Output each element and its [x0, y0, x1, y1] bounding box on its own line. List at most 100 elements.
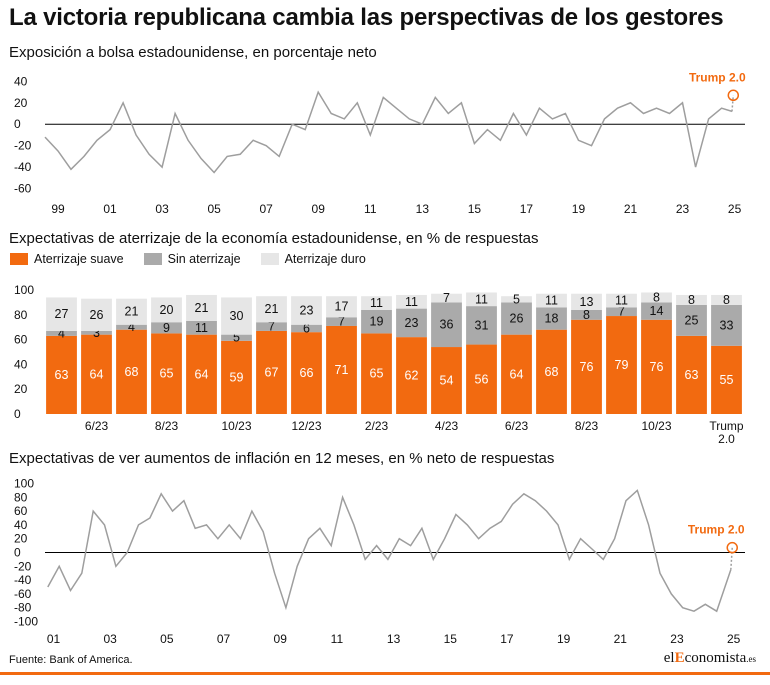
bar-data-label: 79 — [615, 358, 629, 372]
bar-segment — [46, 335, 77, 414]
x-tick-label: 21 — [624, 202, 638, 216]
bar-data-label: 14 — [650, 304, 664, 318]
bar-data-label: 54 — [440, 374, 454, 388]
bar-data-label: 5 — [513, 292, 520, 306]
x-tick-label: 17 — [520, 202, 534, 216]
bar-data-label: 11 — [370, 296, 383, 310]
y-tick-label: -20 — [14, 559, 32, 573]
bar-segment — [466, 344, 497, 414]
x-tick-label: 23 — [676, 202, 690, 216]
bar-data-label: 31 — [475, 318, 489, 332]
y-tick-label: 20 — [14, 382, 28, 396]
x-tick-label: 05 — [160, 632, 174, 646]
x-tick-label: 2/23 — [365, 419, 389, 433]
bar-data-label: 19 — [370, 315, 384, 329]
bar-segment — [256, 296, 287, 323]
bar-segment — [606, 293, 637, 308]
bar-data-label: 66 — [300, 366, 314, 380]
bar-data-label: 71 — [335, 363, 349, 377]
bar-data-label: 13 — [580, 295, 594, 309]
bar-segment — [291, 324, 322, 333]
bar-data-label: 25 — [685, 313, 699, 327]
bar-segment — [536, 307, 567, 330]
bar-segment — [151, 297, 182, 323]
legend-swatch-light — [260, 253, 279, 265]
bar-segment — [396, 308, 427, 338]
bar-data-label: 8 — [723, 293, 730, 307]
chart3-subtitle: Expectativas de ver aumentos de inflació… — [9, 450, 555, 467]
trump-annotation: Trump 2.0 — [688, 523, 745, 537]
x-tick-label: 01 — [103, 202, 117, 216]
bar-segment — [431, 293, 462, 303]
x-tick-label: 15 — [444, 632, 458, 646]
legend-swatch-orange — [10, 253, 28, 265]
x-tick-label: 11 — [331, 632, 344, 646]
y-tick-label: -40 — [14, 160, 32, 174]
bar-data-label: 9 — [163, 321, 170, 335]
y-tick-label: 40 — [14, 518, 28, 532]
y-tick-label: -40 — [14, 573, 32, 587]
bar-segment — [361, 309, 392, 334]
bar-data-label: 6 — [303, 321, 310, 335]
legend-no-landing: Sin aterrizaje — [143, 252, 241, 266]
bar-segment — [571, 319, 602, 414]
bar-segment — [431, 302, 462, 348]
y-tick-label: 60 — [14, 333, 28, 347]
bar-segment — [361, 333, 392, 414]
bar-data-label: 63 — [685, 368, 699, 382]
bar-data-label: 27 — [55, 307, 69, 321]
bar-data-label: 8 — [688, 293, 695, 307]
bar-data-label: 76 — [580, 360, 594, 374]
bar-data-label: 21 — [265, 302, 279, 316]
y-tick-label: 100 — [14, 476, 34, 490]
landing-legend: Aterrizaje suave Sin aterrizaje Aterriza… — [10, 252, 386, 266]
bar-segment — [501, 334, 532, 414]
x-tick-label: 09 — [274, 632, 288, 646]
bar-data-label: 5 — [233, 331, 240, 345]
y-tick-label: 0 — [14, 546, 21, 560]
bar-data-label: 11 — [405, 295, 418, 309]
bar-data-label: 26 — [510, 312, 524, 326]
x-tick-label: 21 — [614, 632, 628, 646]
bar-segment — [116, 329, 147, 414]
bar-segment — [81, 298, 112, 331]
x-tick-label: 6/23 — [85, 419, 109, 433]
bar-data-label: 76 — [650, 360, 664, 374]
x-tick-label: 8/23 — [575, 419, 599, 433]
x-tick-label: 2.0 — [718, 432, 735, 446]
bar-segment — [431, 347, 462, 414]
bar-segment — [46, 330, 77, 336]
bar-segment — [501, 302, 532, 335]
x-tick-label: 19 — [557, 632, 571, 646]
bar-segment — [676, 294, 707, 305]
bar-data-label: 7 — [338, 315, 345, 329]
bar-segment — [396, 337, 427, 414]
bar-data-label: 20 — [160, 303, 174, 317]
x-tick-label: 09 — [312, 202, 326, 216]
bar-segment — [466, 306, 497, 345]
x-tick-label: 19 — [572, 202, 586, 216]
bar-segment — [326, 325, 357, 414]
bar-data-label: 3 — [93, 326, 100, 340]
x-tick-label: 11 — [364, 202, 377, 216]
x-tick-label: 25 — [727, 632, 741, 646]
bar-segment — [641, 292, 672, 303]
bar-segment — [606, 307, 637, 317]
bar-segment — [291, 296, 322, 325]
bar-data-label: 64 — [90, 367, 104, 381]
bar-segment — [711, 345, 742, 414]
bar-data-label: 23 — [405, 316, 419, 330]
legend-swatch-gray — [143, 253, 162, 265]
bar-segment — [536, 293, 567, 308]
y-tick-label: -20 — [14, 139, 32, 153]
trump-dotted-line — [731, 95, 735, 112]
y-tick-label: -60 — [14, 587, 32, 601]
series-line — [44, 90, 733, 174]
y-tick-label: 80 — [14, 490, 28, 504]
bar-data-label: 17 — [335, 300, 349, 314]
bar-data-label: 18 — [545, 312, 559, 326]
bar-segment — [711, 294, 742, 305]
bar-data-label: 65 — [160, 367, 174, 381]
bar-segment — [711, 304, 742, 346]
x-tick-label: 10/23 — [221, 419, 251, 433]
